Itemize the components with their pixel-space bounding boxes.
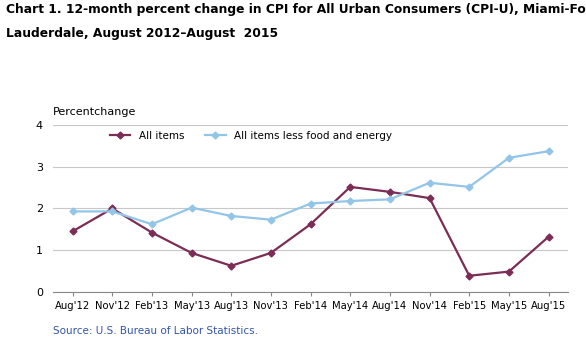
All items less food and energy <box>69 210 76 214</box>
Text: Source: U.S. Bureau of Labor Statistics.: Source: U.S. Bureau of Labor Statistics. <box>53 326 258 336</box>
All items <box>347 185 354 189</box>
All items less food and energy <box>545 149 552 153</box>
All items <box>545 235 552 239</box>
Text: Chart 1. 12-month percent change in CPI for All Urban Consumers (CPI-U), Miami-F: Chart 1. 12-month percent change in CPI … <box>6 3 586 16</box>
All items <box>69 229 76 233</box>
All items <box>466 274 473 278</box>
Text: Percentchange: Percentchange <box>53 107 136 117</box>
All items less food and energy <box>109 210 116 214</box>
All items <box>267 251 274 255</box>
Legend: All items, All items less food and energy: All items, All items less food and energ… <box>110 131 392 141</box>
All items <box>426 196 433 200</box>
All items <box>109 206 116 211</box>
All items less food and energy <box>426 181 433 185</box>
All items less food and energy <box>466 185 473 189</box>
All items <box>386 190 393 194</box>
All items less food and energy <box>228 214 235 218</box>
All items less food and energy <box>267 218 274 222</box>
All items less food and energy <box>505 156 512 160</box>
All items <box>188 251 195 255</box>
All items less food and energy <box>148 222 155 226</box>
All items less food and energy <box>188 206 195 210</box>
All items less food and energy <box>307 201 314 205</box>
All items <box>228 264 235 268</box>
Text: Lauderdale, August 2012–August  2015: Lauderdale, August 2012–August 2015 <box>6 27 278 40</box>
All items less food and energy <box>347 199 354 203</box>
Line: All items less food and energy: All items less food and energy <box>70 149 551 227</box>
Line: All items: All items <box>70 184 551 278</box>
All items <box>307 222 314 226</box>
All items less food and energy <box>386 197 393 201</box>
All items <box>505 270 512 274</box>
All items <box>148 231 155 235</box>
